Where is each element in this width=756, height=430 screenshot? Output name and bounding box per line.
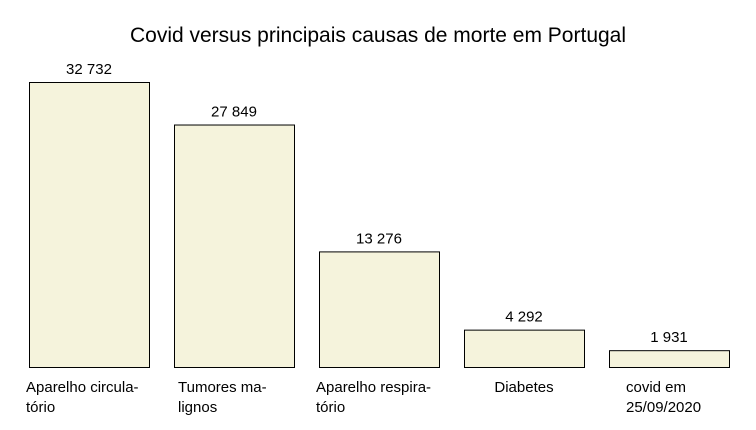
category-label: tório: [316, 399, 345, 416]
category-label: lignos: [178, 399, 217, 416]
category-label: Diabetes: [494, 379, 553, 396]
category-label: 25/09/2020: [626, 399, 701, 416]
category-label: Aparelho respira-: [316, 379, 431, 396]
data-label: 27 849: [211, 104, 257, 121]
data-label: 4 292: [505, 309, 543, 326]
data-label: 1 931: [650, 329, 688, 346]
category-label: covid em: [626, 379, 686, 396]
category-label: Tumores ma-: [178, 379, 267, 396]
bar: [609, 350, 730, 369]
bar: [174, 124, 295, 368]
bar: [319, 251, 440, 368]
chart-title: Covid versus principais causas de morte …: [130, 24, 626, 47]
category-label: Aparelho circula-: [26, 379, 139, 396]
category-label: tório: [26, 399, 55, 416]
data-label: 32 732: [66, 61, 112, 78]
bar: [29, 82, 150, 368]
data-label: 13 276: [356, 230, 402, 247]
bar: [464, 329, 585, 369]
